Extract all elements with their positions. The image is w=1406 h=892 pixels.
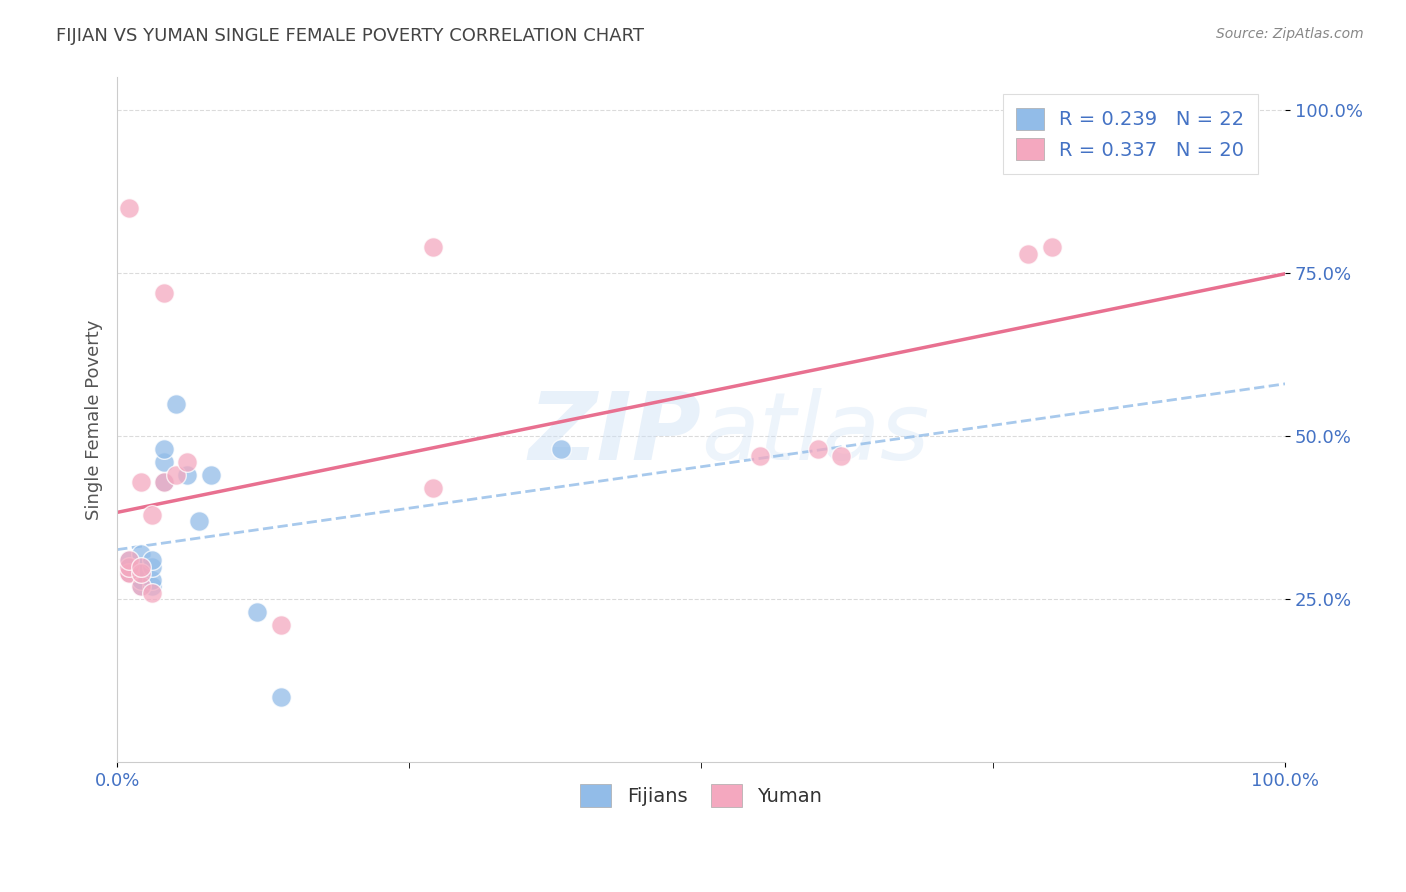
- Point: [153, 442, 176, 457]
- Point: [141, 579, 163, 593]
- Point: [141, 559, 163, 574]
- Point: [129, 475, 152, 489]
- Point: [118, 559, 141, 574]
- Point: [176, 468, 198, 483]
- Point: [141, 508, 163, 522]
- Point: [550, 442, 572, 457]
- Text: FIJIAN VS YUMAN SINGLE FEMALE POVERTY CORRELATION CHART: FIJIAN VS YUMAN SINGLE FEMALE POVERTY CO…: [56, 27, 644, 45]
- Legend: Fijians, Yuman: Fijians, Yuman: [572, 776, 830, 814]
- Point: [118, 201, 141, 215]
- Point: [153, 475, 176, 489]
- Point: [830, 449, 852, 463]
- Text: ZIP: ZIP: [529, 388, 702, 480]
- Point: [153, 455, 176, 469]
- Point: [246, 606, 269, 620]
- Text: atlas: atlas: [702, 388, 929, 479]
- Point: [165, 397, 187, 411]
- Point: [153, 285, 176, 300]
- Point: [129, 559, 152, 574]
- Point: [176, 455, 198, 469]
- Point: [118, 566, 141, 581]
- Point: [153, 475, 176, 489]
- Point: [187, 514, 209, 528]
- Point: [807, 442, 830, 457]
- Point: [129, 566, 152, 581]
- Point: [141, 573, 163, 587]
- Point: [129, 579, 152, 593]
- Point: [141, 553, 163, 567]
- Point: [422, 482, 444, 496]
- Point: [129, 579, 152, 593]
- Point: [270, 618, 292, 632]
- Point: [118, 553, 141, 567]
- Point: [141, 586, 163, 600]
- Point: [129, 566, 152, 581]
- Point: [129, 573, 152, 587]
- Point: [129, 559, 152, 574]
- Y-axis label: Single Female Poverty: Single Female Poverty: [86, 319, 103, 520]
- Point: [118, 566, 141, 581]
- Point: [270, 690, 292, 705]
- Point: [118, 553, 141, 567]
- Point: [165, 468, 187, 483]
- Point: [200, 468, 222, 483]
- Point: [748, 449, 770, 463]
- Point: [1040, 240, 1063, 254]
- Point: [1017, 246, 1039, 260]
- Text: Source: ZipAtlas.com: Source: ZipAtlas.com: [1216, 27, 1364, 41]
- Point: [118, 566, 141, 581]
- Point: [118, 559, 141, 574]
- Point: [129, 547, 152, 561]
- Point: [422, 240, 444, 254]
